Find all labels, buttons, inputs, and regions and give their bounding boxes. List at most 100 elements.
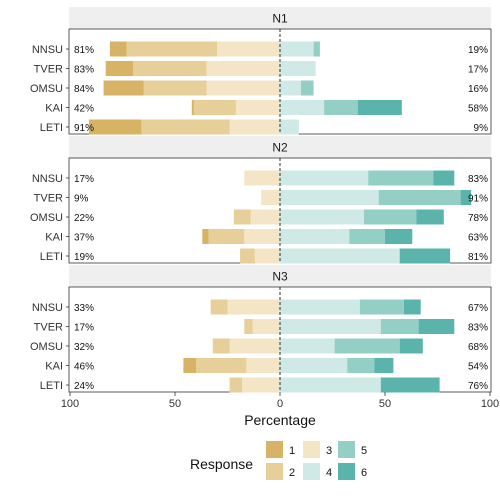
row-name: NNSU xyxy=(32,173,63,185)
row-name: LETI xyxy=(40,251,63,263)
high-percent-label: 68% xyxy=(468,342,488,353)
bar-segment-2 xyxy=(210,299,228,315)
bar-segment-1 xyxy=(183,358,196,373)
low-percent-label: 81% xyxy=(74,45,94,56)
bar-segment-2 xyxy=(141,119,230,135)
high-percent-label: 83% xyxy=(468,323,488,334)
bar-segment-3 xyxy=(261,190,280,205)
legend-key xyxy=(266,441,283,458)
bar-segment-4 xyxy=(280,377,381,393)
bar-segment-4 xyxy=(280,209,364,225)
bar-segment-2 xyxy=(133,61,207,76)
high-percent-label: 78% xyxy=(468,213,488,224)
high-percent-label: 67% xyxy=(468,303,488,314)
bar-segment-2 xyxy=(196,358,247,373)
legend-item-5: 5 xyxy=(338,441,367,458)
x-axis-title: Percentage xyxy=(244,412,316,428)
panel-title: N3 xyxy=(272,270,288,284)
bar-segment-2 xyxy=(244,319,253,334)
legend-item-3: 3 xyxy=(303,441,332,458)
bar-segment-4 xyxy=(280,119,299,135)
bar-segment-4 xyxy=(280,338,335,354)
bar-segment-3 xyxy=(229,338,280,354)
bar-segment-5 xyxy=(364,209,417,225)
x-tick-label: 100 xyxy=(61,398,79,410)
x-tick-label: 50 xyxy=(169,398,181,410)
legend-label: 4 xyxy=(326,467,332,479)
bar-segment-3 xyxy=(244,170,280,186)
row-leti: LETI 91% 9% xyxy=(40,119,488,135)
high-percent-label: 83% xyxy=(468,174,488,185)
row-name: KAI xyxy=(45,361,63,373)
legend-key xyxy=(303,463,320,480)
low-percent-label: 46% xyxy=(74,362,94,373)
bar-segment-6 xyxy=(399,248,451,264)
legend-label: 3 xyxy=(326,445,332,457)
bar-segment-2 xyxy=(126,41,217,57)
row-name: OMSU xyxy=(30,212,63,224)
low-percent-label: 42% xyxy=(74,104,94,115)
bar-segment-6 xyxy=(460,190,472,205)
bar-segment-3 xyxy=(250,209,280,225)
row-name: TVER xyxy=(34,64,63,76)
bar-segment-4 xyxy=(280,299,360,315)
low-percent-label: 17% xyxy=(74,323,94,334)
bar-segment-6 xyxy=(385,229,413,244)
panel-title: N1 xyxy=(272,12,288,26)
bar-segment-4 xyxy=(280,190,379,205)
low-percent-label: 32% xyxy=(74,342,94,353)
bar-segment-3 xyxy=(254,248,280,264)
panel-n1: N1 NNSU 81% 19% TVER 83% 17% OMSU 84% 16% KAI 42% 58… xyxy=(30,7,492,135)
legend-key xyxy=(266,463,283,480)
bar-segment-1 xyxy=(105,61,133,76)
bar-segment-4 xyxy=(280,61,316,76)
bar-segment-4 xyxy=(280,229,350,244)
legend-title: Response xyxy=(190,456,253,472)
low-percent-label: 22% xyxy=(74,213,94,224)
bar-segment-4 xyxy=(280,170,369,186)
low-percent-label: 83% xyxy=(74,65,94,76)
bar-segment-6 xyxy=(380,377,440,393)
bar-segment-3 xyxy=(246,358,280,373)
high-percent-label: 81% xyxy=(468,252,488,263)
bar-segment-5 xyxy=(378,190,461,205)
bar-segment-5 xyxy=(349,229,385,244)
bar-segment-3 xyxy=(229,119,280,135)
bar-segment-3 xyxy=(244,229,280,244)
bar-segment-4 xyxy=(280,248,400,264)
legend-item-2: 2 xyxy=(266,463,295,480)
legend-key xyxy=(338,441,355,458)
high-percent-label: 54% xyxy=(468,362,488,373)
legend-label: 1 xyxy=(289,445,295,457)
bar-segment-1 xyxy=(109,41,127,57)
legend-key xyxy=(303,441,320,458)
legend-item-6: 6 xyxy=(338,463,367,480)
bar-segment-4 xyxy=(280,100,325,115)
bar-segment-2 xyxy=(212,338,230,354)
row-name: NNSU xyxy=(32,44,63,56)
high-percent-label: 58% xyxy=(468,104,488,115)
panel-title: N2 xyxy=(272,141,288,155)
low-percent-label: 17% xyxy=(74,174,94,185)
bar-segment-4 xyxy=(280,319,381,334)
bar-segment-2 xyxy=(233,209,251,225)
low-percent-label: 37% xyxy=(74,233,94,244)
low-percent-label: 9% xyxy=(74,194,89,205)
row-name: TVER xyxy=(34,193,63,205)
bar-segment-3 xyxy=(235,100,280,115)
high-percent-label: 63% xyxy=(468,233,488,244)
high-percent-label: 19% xyxy=(468,45,488,56)
bar-segment-3 xyxy=(227,299,280,315)
bar-segment-2 xyxy=(143,80,207,96)
panel-strip xyxy=(69,7,491,29)
row-name: TVER xyxy=(34,322,63,334)
row-nnsu: NNSU 17% 83% xyxy=(32,170,488,186)
legend-label: 6 xyxy=(361,467,367,479)
bar-segment-6 xyxy=(418,319,455,334)
legend-label: 2 xyxy=(289,467,295,479)
panel-strip xyxy=(69,265,491,287)
row-kai: KAI 42% 58% xyxy=(45,100,488,115)
bar-segment-6 xyxy=(357,100,402,115)
panel-n3: N3 NNSU 33% 67% TVER 17% 83% OMSU 32% 68% KAI 46% 54… xyxy=(30,265,492,393)
